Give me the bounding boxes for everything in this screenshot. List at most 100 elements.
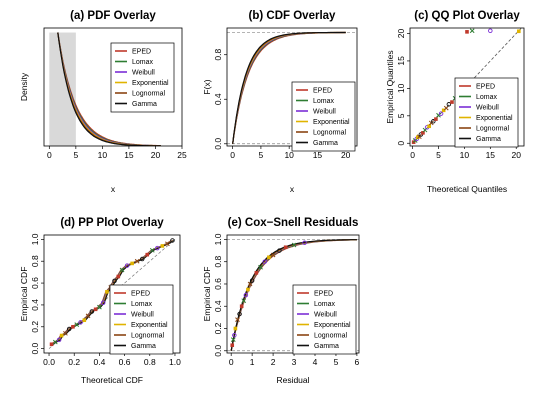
data-point [416,134,422,140]
x-tick-label: 5 [334,357,339,367]
data-point [78,320,83,325]
x-tick-label: 0 [47,150,52,160]
x-axis-label: Theoretical Quantiles [427,184,507,194]
x-tick-label: 6 [355,357,360,367]
data-point [119,267,125,273]
legend-box [109,284,174,355]
histogram-bar [49,32,76,146]
y-tick-label: 0.2 [213,322,223,334]
data-point [241,298,247,304]
data-point [74,322,80,327]
legend-label: Exponential [314,322,351,329]
legend-label: Lomax [132,59,154,66]
data-point [63,330,68,336]
data-point [59,333,64,338]
y-tick-label: 1.0 [30,233,40,245]
legend-label: Exponential [476,115,513,122]
data-point [428,120,434,126]
legend: EPED Lomax Weibull Exponential Lognormal Gamm… [291,81,356,152]
chart-panel-1: (a) PDF Overlay 0 5 10 15 20 25 x Density EPED Lom… [19,10,187,194]
y-tick-label: 0.0 [30,342,40,354]
y-tick-label: 5 [396,113,406,118]
data-point [134,258,140,264]
data-point [441,108,446,113]
x-tick-label: 25 [177,150,187,160]
data-point [421,131,425,135]
chart-panel-5: (e) Cox−Snell Residuals 0 1 2 3 4 5 6 0.0 0.2 0.4 0… [202,217,360,385]
legend-label: Weibull [476,105,499,112]
data-point [249,278,255,283]
data-point [233,326,238,331]
data-point [267,255,271,260]
cdf-curve [232,31,346,144]
data-point [112,278,117,284]
legend-label: EPED [476,84,495,91]
y-tick-label: 0.4 [213,93,223,105]
legend-label: Lognormal [476,126,510,133]
legend-label: EPED [313,88,332,95]
legend-box [110,42,175,113]
plot-area [227,239,359,352]
y-axis-label: F(x) [202,79,212,94]
data-point [97,304,102,310]
legend-label: Weibull [313,109,336,116]
data-point [232,332,237,338]
legend-label: Weibull [132,70,155,77]
x-tick-label: 5 [73,150,78,160]
data-point [155,245,160,251]
data-point [450,100,454,104]
data-point [85,313,91,319]
x-tick-label: 15 [124,150,134,160]
y-tick-label: 1.0 [213,233,223,245]
legend-label: Lognormal [313,130,347,137]
data-point [160,244,165,248]
data-point [465,30,469,34]
legend-label: Gamma [476,136,501,143]
legend: EPED Lomax Weibull Exponential Lognormal Gamm… [109,284,174,355]
data-point [66,326,72,332]
x-tick-label: 10 [98,150,108,160]
data-point [235,317,240,322]
chart-panel-2: (b) CDF Overlay 0 5 10 15 20 0.0 0.4 0.8 x F(x) EPE… [202,10,358,194]
panel-title: (d) PP Plot Overlay [60,217,164,229]
x-axis-label: x [111,184,116,194]
legend-label: EPED [132,49,151,56]
pp-curve [52,240,174,345]
x-tick-label: 10 [460,150,470,160]
data-point [270,252,276,258]
legend-label: Lomax [314,301,336,308]
data-point [246,287,250,292]
data-point [291,242,297,248]
x-axis-label: Residual [276,375,309,385]
y-tick-label: 0.0 [213,138,223,150]
data-point [93,307,98,312]
data-point [302,240,307,246]
data-point [438,111,444,116]
legend-box [454,77,519,148]
data-point [105,290,109,294]
y-tick-label: 0.8 [30,255,40,267]
panel-title: (e) Cox−Snell Residuals [228,217,359,229]
y-tick-label: 10 [396,83,406,93]
legend-label: Lognormal [131,333,165,340]
legend-label: Gamma [313,140,338,147]
x-tick-label: 2 [271,357,276,367]
y-axis-label: Empirical CDF [202,267,212,322]
legend: EPED Lomax Weibull Exponential Lognormal Gamm… [110,42,175,113]
x-tick-label: 0.6 [119,357,131,367]
data-point [56,337,62,343]
data-point [517,29,521,34]
x-tick-label: 0 [410,150,415,160]
data-point [165,241,170,247]
data-point [124,263,130,268]
y-axis-label: Empirical CDF [19,267,29,322]
x-tick-label: 1.0 [169,357,181,367]
y-tick-label: 0.8 [213,256,223,268]
y-axis-label: Empirical Quantiles [385,50,395,123]
legend-label: Exponential [132,80,169,87]
plot-frame [43,27,183,147]
panel-title: (a) PDF Overlay [70,10,156,22]
data-point [469,28,475,34]
x-tick-label: 10 [284,150,294,160]
legend-label: Gamma [314,343,339,350]
